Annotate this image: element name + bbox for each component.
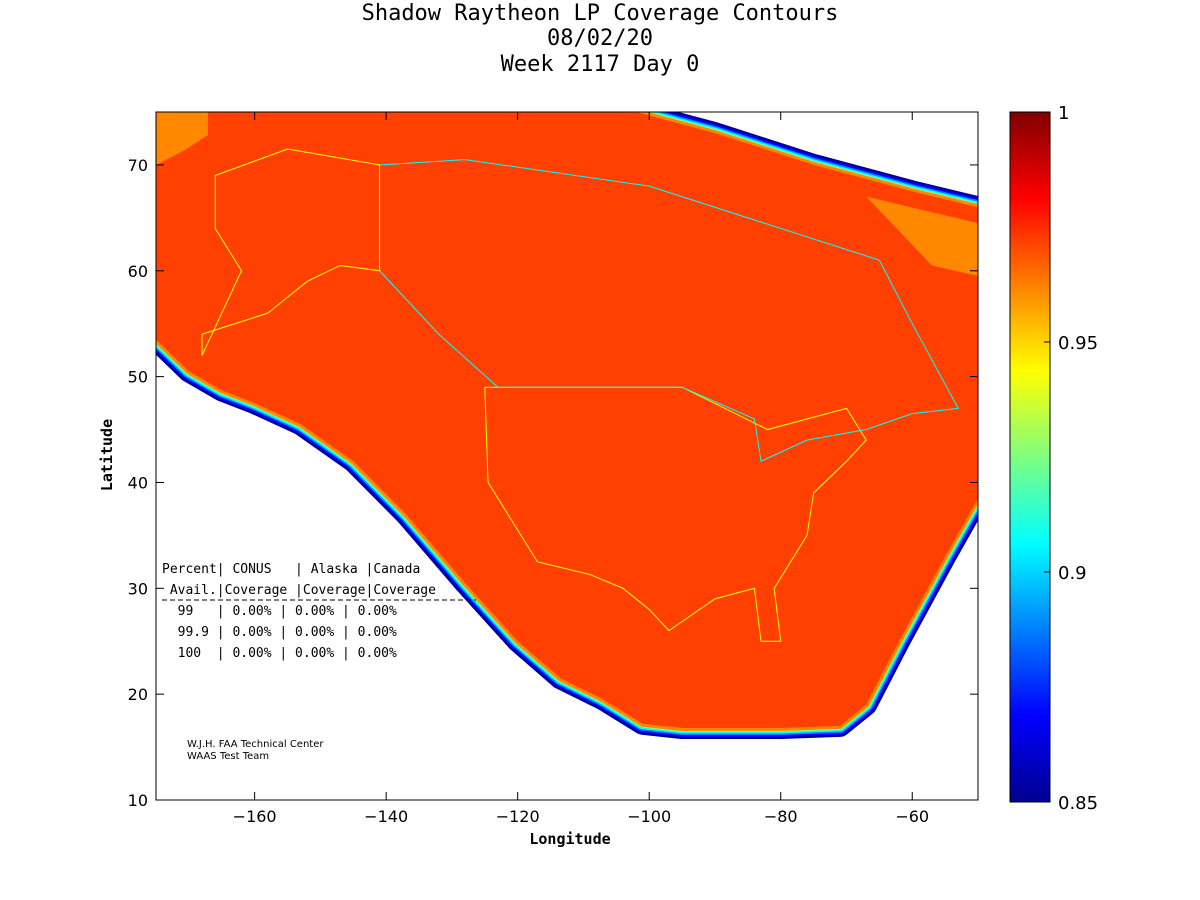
x-tick-label: −80 (764, 807, 798, 826)
x-axis-label: Longitude (529, 830, 610, 848)
y-tick-label: 10 (128, 791, 148, 810)
y-axis-label: Latitude (98, 419, 116, 491)
y-tick-label: 40 (128, 473, 148, 492)
colorbar (1009, 111, 1051, 803)
x-tick-label: −140 (364, 807, 408, 826)
y-tick-label: 20 (128, 685, 148, 704)
table-header-1: Percent| CONUS | Alaska |Canada (162, 562, 420, 577)
coverage-corner-band (866, 196, 978, 277)
coverage-table: Percent| CONUS | Alaska |Canada Avail.|C… (162, 562, 476, 661)
table-header-2: Avail.|Coverage |Coverage|Coverage (162, 583, 436, 598)
x-tick-label: −100 (627, 807, 671, 826)
y-tick-label: 60 (128, 262, 148, 281)
plot-frame (155, 111, 979, 801)
canada-service-area (379, 159, 960, 463)
colorbar-tick-label: 0.85 (1058, 793, 1098, 814)
chart-week: Week 2117 Day 0 (500, 52, 700, 77)
y-tick-label: 30 (128, 579, 148, 598)
coverage-fill (156, 112, 978, 729)
colorbar-tick-label: 0.95 (1058, 333, 1098, 354)
y-tick-label: 70 (128, 156, 148, 175)
x-tick-label: −60 (895, 807, 929, 826)
chart-date: 08/02/20 (547, 26, 653, 51)
table-row: 100 | 0.00% | 0.00% | 0.00% (162, 646, 397, 661)
table-row: 99.9 | 0.00% | 0.00% | 0.00% (162, 625, 397, 640)
coverage-corner-band (156, 112, 208, 165)
y-tick-label: 50 (128, 368, 148, 387)
x-tick-label: −120 (496, 807, 540, 826)
credit-line-1: W.J.H. FAA Technical Center (187, 739, 324, 750)
conus-service-area (484, 386, 867, 642)
x-tick-label: −160 (233, 807, 277, 826)
chart-title: Shadow Raytheon LP Coverage Contours (361, 1, 839, 26)
colorbar-tick-label: 1 (1058, 103, 1069, 124)
credit-line-2: WAAS Test Team (187, 751, 269, 762)
alaska-service-area (201, 148, 381, 356)
colorbar-tick-label: 0.9 (1058, 563, 1087, 584)
table-row: 99 | 0.00% | 0.00% | 0.00% (162, 604, 397, 619)
